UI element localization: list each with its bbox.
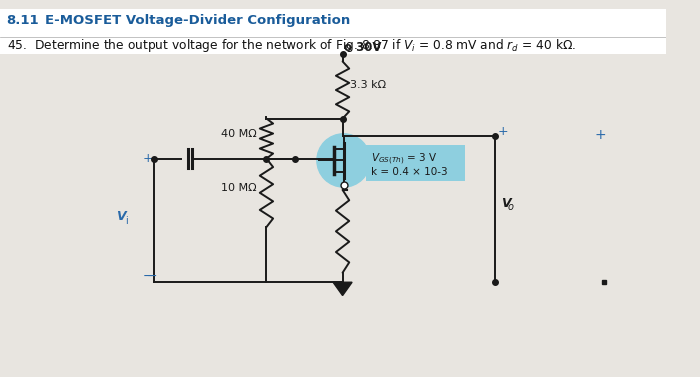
Text: o: o [508, 202, 513, 212]
Text: k = 0.4 × 10-3: k = 0.4 × 10-3 [371, 167, 448, 177]
Text: 45.  Determine the output voltage for the network of Fig. 8.87 if $V_i$ = 0.8 mV: 45. Determine the output voltage for the… [7, 37, 576, 54]
FancyBboxPatch shape [0, 9, 666, 37]
Text: $V_{GS(Th)}$ = 3 V: $V_{GS(Th)}$ = 3 V [371, 151, 438, 167]
Polygon shape [333, 282, 352, 296]
Text: +: + [595, 129, 606, 143]
Text: +: + [498, 125, 508, 138]
FancyBboxPatch shape [0, 37, 666, 54]
Text: −: − [143, 270, 153, 284]
Text: E-MOSFET Voltage-Divider Configuration: E-MOSFET Voltage-Divider Configuration [45, 14, 350, 28]
Text: 8.11: 8.11 [7, 14, 39, 28]
Text: 10 MΩ: 10 MΩ [220, 183, 256, 193]
Text: V: V [500, 197, 510, 210]
Text: o 30V: o 30V [344, 41, 382, 54]
Text: V: V [116, 210, 126, 224]
Circle shape [317, 134, 370, 187]
Text: −: − [146, 270, 157, 284]
Text: +: + [143, 152, 153, 166]
Text: 3.3 kΩ: 3.3 kΩ [350, 80, 386, 90]
Text: i: i [125, 216, 127, 226]
FancyBboxPatch shape [366, 145, 466, 181]
Text: 40 MΩ: 40 MΩ [220, 129, 256, 139]
